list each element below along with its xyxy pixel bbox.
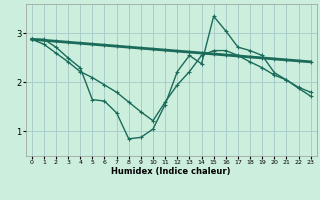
X-axis label: Humidex (Indice chaleur): Humidex (Indice chaleur): [111, 167, 231, 176]
